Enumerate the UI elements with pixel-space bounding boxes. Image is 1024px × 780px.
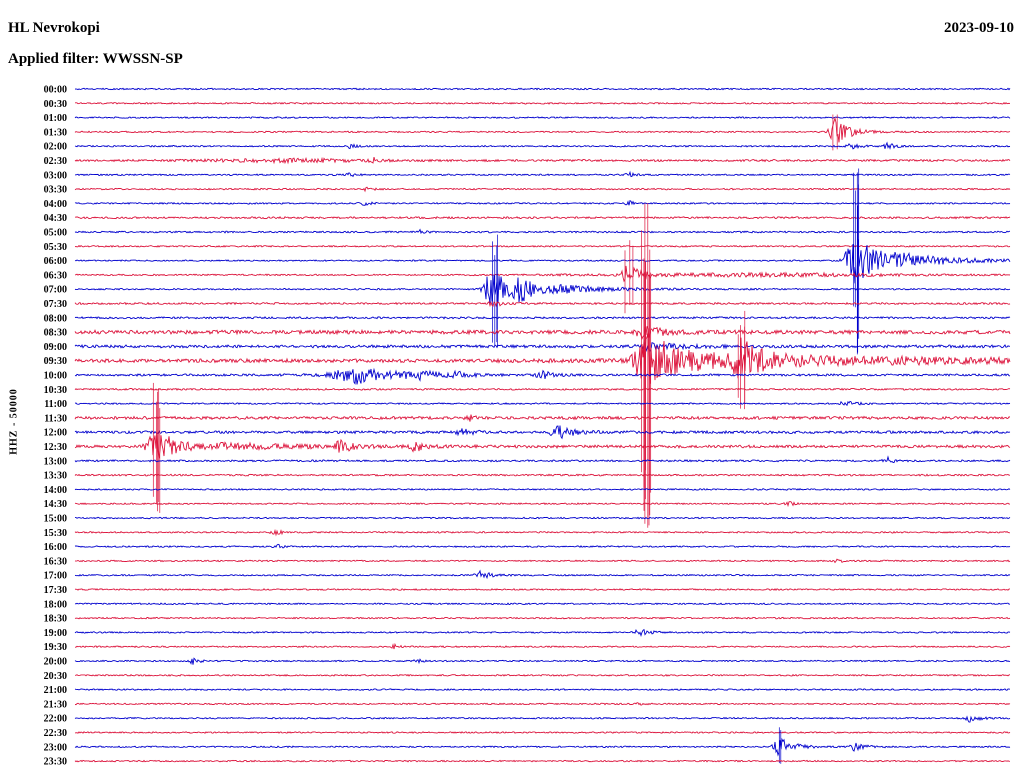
trace-row-04:30 — [75, 217, 1010, 219]
trace-row-10:30 — [75, 389, 1010, 391]
time-label-15:00: 15:00 — [44, 514, 67, 525]
time-label-13:00: 13:00 — [44, 456, 67, 467]
helicorder-plot: 00:00 00:30 01:00 01:30 02:00 02:30 03:00 03:30… — [0, 0, 1024, 780]
time-label-19:30: 19:30 — [44, 642, 67, 653]
time-label-17:00: 17:00 — [44, 571, 67, 582]
trace-row-11:30 — [75, 415, 1010, 422]
trace-row-13:30 — [75, 474, 1010, 476]
time-label-03:30: 03:30 — [44, 185, 67, 196]
time-label-21:30: 21:30 — [44, 699, 67, 710]
time-label-03:00: 03:00 — [44, 170, 67, 181]
time-label-01:00: 01:00 — [44, 113, 67, 124]
trace-row-13:00 — [75, 457, 1010, 463]
time-label-11:00: 11:00 — [44, 399, 67, 410]
trace-row-06:30 — [75, 266, 1010, 281]
time-label-19:00: 19:00 — [44, 628, 67, 639]
trace-row-18:00 — [75, 603, 1010, 604]
time-label-08:30: 08:30 — [44, 328, 67, 339]
trace-row-20:00 — [75, 658, 1010, 664]
time-label-06:30: 06:30 — [44, 270, 67, 281]
trace-row-14:00 — [75, 489, 1010, 490]
trace-row-15:00 — [75, 517, 1010, 518]
trace-row-12:30 — [75, 432, 1010, 458]
time-label-21:00: 21:00 — [44, 685, 67, 696]
trace-row-19:30 — [75, 644, 1010, 649]
trace-row-11:00 — [75, 401, 1010, 405]
time-label-01:30: 01:30 — [44, 127, 67, 138]
trace-row-09:30 — [75, 332, 1010, 383]
time-label-14:30: 14:30 — [44, 499, 67, 510]
time-label-06:00: 06:00 — [44, 256, 67, 267]
trace-row-03:00 — [75, 172, 1010, 176]
time-label-20:30: 20:30 — [44, 671, 67, 682]
time-label-22:30: 22:30 — [44, 728, 67, 739]
trace-row-01:00 — [75, 117, 1010, 118]
trace-row-00:30 — [75, 103, 1010, 104]
time-label-07:30: 07:30 — [44, 299, 67, 310]
trace-row-16:30 — [75, 559, 1010, 562]
trace-row-10:00 — [75, 369, 1010, 384]
time-label-09:30: 09:30 — [44, 356, 67, 367]
trace-row-05:30 — [75, 246, 1010, 247]
time-label-13:30: 13:30 — [44, 471, 67, 482]
trace-row-22:00 — [75, 717, 1010, 722]
trace-row-05:00 — [75, 230, 1010, 234]
trace-row-21:00 — [75, 689, 1010, 690]
time-label-02:00: 02:00 — [44, 142, 67, 153]
trace-row-04:00 — [75, 201, 1010, 206]
trace-row-09:00 — [75, 343, 1010, 352]
time-label-17:30: 17:30 — [44, 585, 67, 596]
time-label-20:00: 20:00 — [44, 657, 67, 668]
trace-row-22:30 — [75, 732, 1010, 733]
trace-row-19:00 — [75, 630, 1010, 636]
trace-row-23:00 — [75, 739, 1010, 755]
time-label-12:00: 12:00 — [44, 428, 67, 439]
trace-row-03:30 — [75, 187, 1010, 191]
time-label-16:30: 16:30 — [44, 556, 67, 567]
time-label-14:00: 14:00 — [44, 485, 67, 496]
time-label-00:30: 00:30 — [44, 99, 67, 110]
trace-row-23:30 — [75, 760, 1010, 761]
time-label-15:30: 15:30 — [44, 528, 67, 539]
trace-row-07:00 — [75, 275, 1010, 303]
time-label-09:00: 09:00 — [44, 342, 67, 353]
time-label-04:30: 04:30 — [44, 213, 67, 224]
trace-row-01:30 — [75, 118, 1010, 142]
time-label-10:30: 10:30 — [44, 385, 67, 396]
time-label-16:00: 16:00 — [44, 542, 67, 553]
trace-row-15:30 — [75, 531, 1010, 535]
time-label-23:00: 23:00 — [44, 742, 67, 753]
time-label-00:00: 00:00 — [44, 85, 67, 96]
time-label-12:30: 12:30 — [44, 442, 67, 453]
time-label-02:30: 02:30 — [44, 156, 67, 167]
time-label-10:00: 10:00 — [44, 371, 67, 382]
trace-row-14:30 — [75, 502, 1010, 506]
trace-row-02:30 — [75, 157, 1010, 163]
time-label-23:30: 23:30 — [44, 757, 67, 768]
trace-row-12:00 — [75, 426, 1010, 439]
trace-row-16:00 — [75, 544, 1010, 548]
trace-row-21:30 — [75, 703, 1010, 706]
trace-row-17:00 — [75, 571, 1010, 578]
trace-row-02:00 — [75, 143, 1010, 149]
time-label-04:00: 04:00 — [44, 199, 67, 210]
trace-row-08:00 — [75, 317, 1010, 319]
time-label-08:00: 08:00 — [44, 313, 67, 324]
trace-row-18:30 — [75, 617, 1010, 618]
trace-row-00:00 — [75, 88, 1010, 89]
trace-row-20:30 — [75, 675, 1010, 676]
time-label-18:00: 18:00 — [44, 599, 67, 610]
trace-row-17:30 — [75, 589, 1010, 590]
time-label-07:00: 07:00 — [44, 285, 67, 296]
trace-row-08:30 — [75, 326, 1010, 338]
time-label-11:30: 11:30 — [44, 413, 67, 424]
trace-row-07:30 — [75, 302, 1010, 306]
time-label-22:00: 22:00 — [44, 714, 67, 725]
helicorder-page: HL Nevrokopi 2023-09-10 Applied filter: … — [0, 0, 1024, 780]
time-label-18:30: 18:30 — [44, 614, 67, 625]
time-label-05:00: 05:00 — [44, 228, 67, 239]
time-label-05:30: 05:30 — [44, 242, 67, 253]
